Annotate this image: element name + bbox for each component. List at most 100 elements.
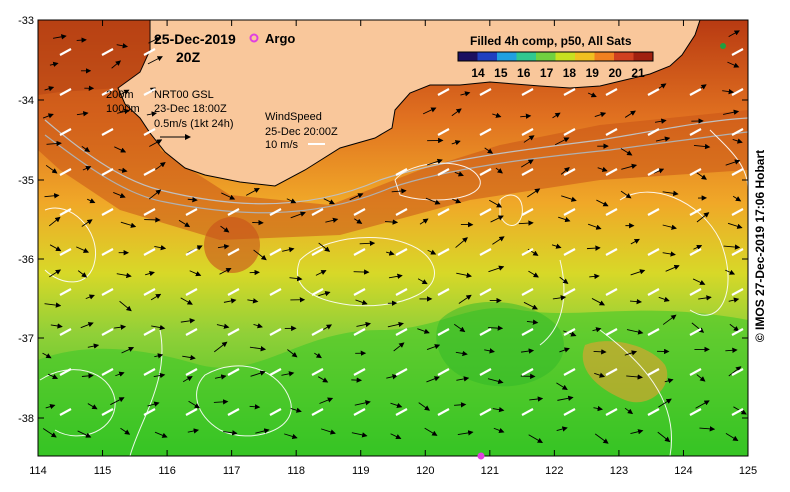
current-arrow [354, 218, 363, 224]
wind-arrow [227, 248, 240, 256]
current-arrow [47, 373, 59, 379]
depth-label-200: 200m [106, 89, 134, 101]
current-arrow [213, 399, 229, 405]
current-arrow [281, 371, 295, 377]
wind-arrow [563, 168, 576, 176]
current-arrow [629, 298, 643, 305]
axis-ticks: 114 115 116 117 118 119 120 121 122 123 124 125 -33 -… [18, 15, 757, 477]
current-arrow [418, 402, 430, 411]
current-arrow [492, 112, 502, 118]
wind-arrow [395, 368, 408, 376]
current-arrow [118, 167, 128, 173]
current-arrow [654, 118, 667, 124]
current-arrow [454, 402, 467, 408]
current-arrow [658, 398, 672, 408]
wind-arrow [353, 208, 366, 216]
wind-arrow [647, 168, 660, 176]
current-arrow [282, 247, 295, 253]
wind-arrow [605, 88, 618, 96]
wind-arrow [437, 88, 450, 96]
current-arrow [249, 404, 261, 410]
colorbar-tick-label: 20 [608, 66, 622, 80]
wind-arrow [101, 208, 114, 216]
current-arrow [453, 323, 466, 333]
current-arrow [154, 245, 167, 251]
current-arrow [723, 244, 741, 250]
current-arrow [732, 138, 743, 144]
current-arrow [314, 352, 322, 359]
wind-arrow [437, 368, 450, 376]
wind-arrow [227, 408, 240, 416]
wind-arrow [479, 408, 492, 416]
lat-tick-label: -33 [18, 15, 34, 27]
current-arrow [116, 272, 132, 279]
wind-arrow [689, 88, 702, 96]
wind-arrow [689, 408, 702, 416]
wind-arrow [521, 288, 534, 296]
lat-tick-label: -35 [18, 175, 34, 187]
wind-arrow [647, 208, 660, 216]
current-arrow [630, 269, 646, 276]
wind-arrow [605, 368, 618, 376]
wind-arrow [605, 408, 618, 416]
current-arrow [249, 346, 267, 352]
wind-arrow [101, 88, 114, 96]
current-arrow [119, 300, 132, 312]
current-arrow [630, 429, 644, 435]
current-arrow [696, 374, 706, 382]
current-arrow [587, 223, 602, 230]
current-arrow [216, 323, 230, 329]
current-arrow [386, 250, 395, 256]
wind-arrow [731, 88, 744, 96]
current-arrow [422, 107, 437, 115]
current-arrow [247, 298, 259, 304]
current-arrow [187, 197, 198, 203]
current-arrow [80, 322, 94, 329]
current-arrow [116, 43, 129, 49]
current-arrow [559, 276, 569, 284]
current-arrow [151, 324, 166, 331]
wind-arrow [311, 208, 324, 216]
current-arrow [223, 430, 238, 436]
current-arrow [76, 37, 87, 43]
current-arrow [87, 403, 98, 410]
current-arrow [727, 61, 740, 68]
current-arrow [557, 395, 574, 401]
current-arrow [460, 91, 471, 97]
wind-arrow [647, 328, 660, 336]
current-arrow [698, 295, 712, 301]
wind-arrow [689, 168, 702, 176]
wind-arrow [269, 288, 282, 296]
current-arrow [490, 215, 504, 223]
current-arrow [253, 249, 267, 261]
wind-arrow [689, 208, 702, 216]
wind-arrow [521, 248, 534, 256]
current-arrow [424, 427, 438, 436]
current-arrow [87, 198, 96, 204]
wind-arrow [185, 328, 198, 336]
current-arrow [49, 244, 62, 252]
wind-arrow [563, 328, 576, 336]
current-arrow [560, 167, 570, 175]
colorbar-segment [477, 52, 498, 61]
colorbar-tick-label: 18 [563, 66, 577, 80]
wind-arrow [395, 248, 408, 256]
wind-arrow [605, 248, 618, 256]
lon-tick-label: 124 [674, 465, 692, 477]
wind-arrow [731, 368, 744, 376]
wind-arrow [269, 208, 282, 216]
current-arrow [76, 246, 90, 253]
current-arrow [592, 327, 602, 333]
wind-arrow [269, 408, 282, 416]
current-arrow [658, 296, 670, 302]
current-arrow [286, 198, 297, 204]
wind-arrow [227, 208, 240, 216]
current-arrow [117, 108, 130, 115]
current-arrow [657, 431, 671, 443]
wind-arrow [143, 208, 156, 216]
current-arrow [111, 60, 122, 69]
current-arrow [561, 195, 577, 202]
current-arrow [120, 221, 137, 228]
wind-arrow [59, 168, 72, 176]
